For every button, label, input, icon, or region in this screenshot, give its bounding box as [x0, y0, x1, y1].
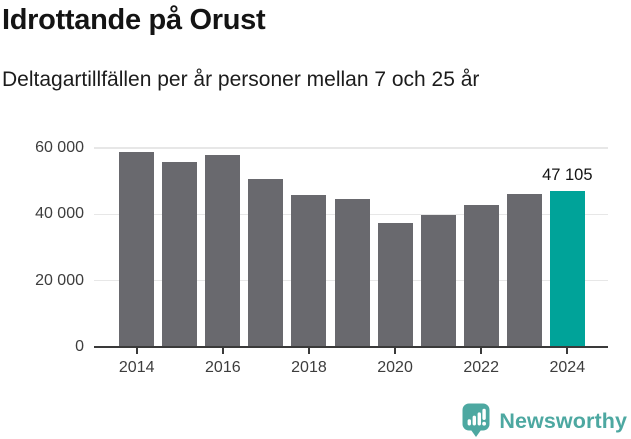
x-axis-label: 2014 [118, 359, 155, 376]
chart-subtitle: Deltagartillfällen per år personer mella… [2, 68, 480, 91]
x-axis-label: 2022 [463, 359, 499, 376]
x-axis-tick [394, 348, 397, 354]
gridline [94, 147, 608, 149]
y-axis-label: 40 000 [35, 205, 84, 223]
bar-2024 [549, 190, 585, 347]
x-axis-tick [221, 348, 224, 354]
newsworthy-brand-text: Newsworthy [499, 408, 627, 433]
x-axis-tick [480, 348, 483, 354]
bar-2020 [377, 222, 413, 347]
chart-title: Idrottande på Orust [2, 4, 266, 36]
bar-2021 [420, 215, 456, 347]
bar-2015 [162, 161, 198, 347]
bar-2014 [119, 151, 155, 347]
value-label: 47 105 [542, 165, 593, 184]
bar-2016 [205, 154, 241, 347]
bar-2023 [506, 193, 542, 347]
y-axis-label: 20 000 [35, 271, 84, 289]
x-axis-label: 2018 [291, 359, 327, 376]
bar-2017 [248, 178, 284, 347]
newsworthy-logo-icon [462, 403, 490, 437]
x-axis-tick [307, 348, 310, 354]
x-axis-tick [135, 348, 138, 354]
bar-2022 [463, 205, 499, 347]
y-axis-label: 0 [75, 338, 84, 355]
bar-2019 [334, 199, 370, 347]
y-axis-label: 60 000 [35, 139, 84, 156]
x-axis-label: 2024 [549, 359, 586, 376]
x-axis-label: 2016 [205, 359, 241, 376]
x-axis-label: 2020 [377, 359, 413, 376]
bar-2018 [291, 195, 327, 347]
x-axis-line [94, 346, 608, 348]
x-axis-tick [566, 348, 569, 354]
newsworthy-logo: Newsworthy [462, 403, 627, 438]
